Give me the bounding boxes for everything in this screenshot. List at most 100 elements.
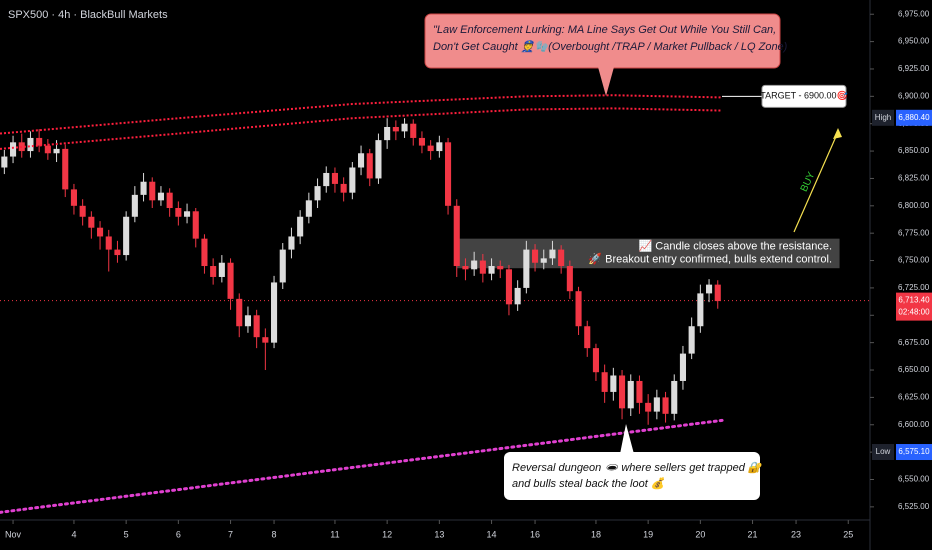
x-tick-label: 8	[272, 529, 277, 539]
candle-body	[366, 153, 373, 179]
price-tag-box	[872, 109, 894, 126]
candle-body	[36, 137, 43, 146]
candle-body	[70, 189, 77, 206]
candle-body	[131, 194, 138, 217]
zone-text: 🚀 Breakout entry confirmed, bulls extend…	[588, 253, 832, 266]
candle-body	[549, 249, 556, 259]
x-tick-label: 13	[434, 529, 444, 539]
price-tag-box	[872, 444, 894, 461]
candle-body	[210, 266, 217, 277]
candle-body	[636, 380, 643, 403]
x-tick-label: 14	[487, 529, 497, 539]
y-tick-label: 6,725.00	[898, 283, 930, 292]
candle-body	[279, 249, 286, 283]
price-label: 6,713.40	[898, 296, 930, 305]
price-label-box	[896, 292, 932, 321]
y-tick-label: 6,600.00	[898, 420, 930, 429]
target-label: TARGET - 6900.00🎯	[760, 91, 847, 101]
candle-body	[253, 315, 260, 338]
candle-body	[375, 140, 382, 179]
candle-body	[436, 142, 443, 152]
candle-body	[514, 287, 521, 305]
candle-body	[44, 145, 51, 154]
x-tick-label: 7	[228, 529, 233, 539]
candle-body	[697, 293, 704, 327]
candle-body	[627, 380, 634, 409]
candle-body	[453, 205, 460, 267]
candle-body	[523, 249, 530, 288]
y-tick-label: 6,800.00	[898, 201, 930, 210]
candle-body	[236, 298, 243, 327]
y-tick-label: 6,925.00	[898, 64, 930, 73]
candle-body	[671, 380, 678, 414]
candle-body	[184, 211, 191, 217]
y-tick-label: 6,950.00	[898, 37, 930, 46]
candle-body	[192, 211, 199, 239]
candle-body	[1, 156, 8, 168]
candle-body	[323, 172, 330, 187]
candle-body	[445, 142, 452, 206]
x-tick-label: 5	[124, 529, 129, 539]
reversal-text: and bulls steal back the loot 💰	[512, 477, 666, 490]
candle-body	[532, 249, 539, 263]
x-tick-label: Nov	[5, 529, 22, 539]
x-tick-label: 16	[530, 529, 540, 539]
x-tick-label: 12	[382, 529, 392, 539]
reversal-box	[504, 452, 760, 500]
x-tick-label: 23	[791, 529, 801, 539]
x-tick-label: 21	[748, 529, 758, 539]
y-tick-label: 6,900.00	[898, 91, 930, 100]
candle-body	[218, 262, 225, 277]
x-tick-label: 19	[643, 529, 653, 539]
x-tick-label: 11	[330, 529, 339, 539]
price-tag: Low	[876, 447, 891, 456]
candle-body	[505, 269, 512, 305]
x-tick-label: 25	[843, 529, 853, 539]
candle-body	[427, 145, 434, 152]
candle-body	[123, 216, 130, 256]
candle-body	[79, 205, 86, 217]
buy-arrowhead	[833, 128, 842, 139]
y-tick-label: 6,750.00	[898, 256, 930, 265]
x-tick-label: 18	[591, 529, 601, 539]
candle-body	[88, 216, 95, 228]
candle-body	[175, 208, 182, 217]
candle-body	[297, 216, 304, 237]
y-tick-label: 6,825.00	[898, 174, 930, 183]
candle-body	[114, 249, 121, 256]
candle-body	[645, 402, 652, 412]
candle-body	[305, 200, 312, 217]
y-tick-label: 6,625.00	[898, 392, 930, 401]
candle-body	[714, 284, 721, 302]
candle-body	[349, 167, 356, 193]
callout-text: "Law Enforcement Lurking: MA Line Says G…	[433, 24, 776, 36]
price-label: 6,575.10	[898, 447, 930, 456]
ma-band-line	[0, 94, 723, 135]
y-tick-label: 6,975.00	[898, 9, 930, 18]
candle-body	[262, 337, 269, 343]
candle-body	[358, 153, 365, 168]
candle-body	[331, 172, 338, 184]
candle-body	[10, 142, 17, 157]
candle-body	[340, 183, 347, 193]
reversal-pointer	[620, 424, 634, 454]
candle-body	[479, 260, 486, 274]
price-label-box	[896, 109, 932, 126]
candle-body	[410, 123, 417, 138]
target-box	[761, 84, 847, 108]
y-tick-label: 6,650.00	[898, 365, 930, 374]
price-tag: High	[875, 113, 891, 122]
y-tick-label: 6,525.00	[898, 502, 930, 511]
candle-body	[601, 372, 608, 392]
candle-body	[471, 260, 478, 270]
candle-body	[27, 137, 34, 152]
chart-header: SPX500 · 4h · BlackBull Markets	[8, 9, 168, 21]
y-tick-label: 6,775.00	[898, 228, 930, 237]
y-tick-label: 6,550.00	[898, 475, 930, 484]
candle-body	[418, 137, 425, 146]
candle-body	[706, 284, 713, 294]
candle-body	[271, 282, 278, 343]
callout-pointer	[598, 67, 614, 96]
x-tick-label: 6	[176, 529, 181, 539]
